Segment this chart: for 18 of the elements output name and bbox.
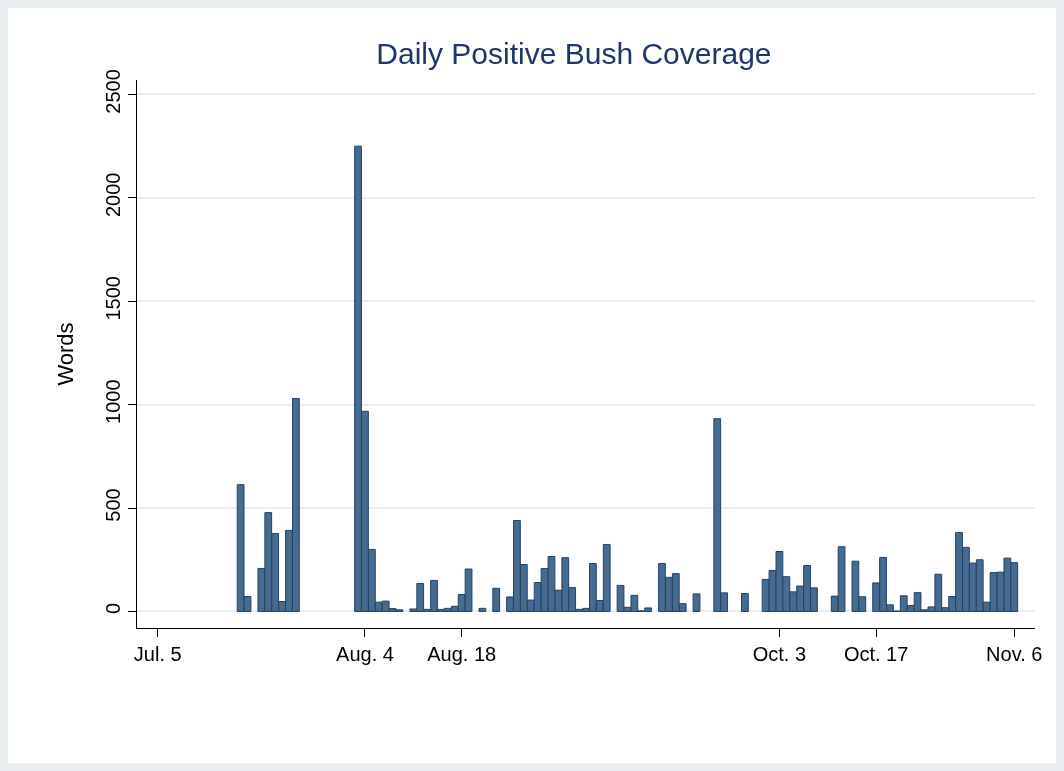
x-tick-label: Aug. 18 xyxy=(427,643,497,665)
y-axis-title: Words xyxy=(52,322,78,386)
x-tick-label: Oct. 3 xyxy=(752,643,807,665)
chart-title: Daily Positive Bush Coverage xyxy=(376,36,772,70)
y-tick-label: 1000 xyxy=(102,379,124,424)
x-tick-label: Nov. 6 xyxy=(986,643,1043,665)
x-tick-label: Jul. 5 xyxy=(133,643,182,665)
y-tick-label: 1500 xyxy=(102,276,124,321)
bar xyxy=(492,587,501,612)
y-tick-label: 0 xyxy=(102,602,124,615)
bar xyxy=(478,607,487,612)
bar xyxy=(740,592,749,612)
bar xyxy=(692,593,701,612)
x-tick-label: Aug. 4 xyxy=(336,643,394,665)
y-tick-label: 2000 xyxy=(102,172,124,218)
y-tick-label: 2500 xyxy=(102,69,124,114)
x-tick-label: Oct. 17 xyxy=(843,643,909,665)
y-tick-label: 500 xyxy=(102,488,124,522)
